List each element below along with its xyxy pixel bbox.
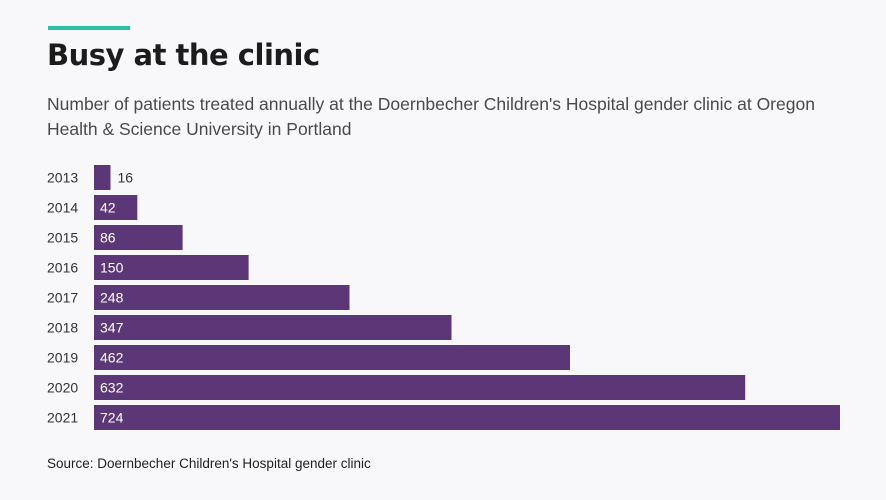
data-label: 347 bbox=[100, 320, 124, 336]
category-label: 2020 bbox=[47, 380, 78, 396]
data-label: 86 bbox=[100, 230, 116, 246]
bar-group: 2017 248 bbox=[47, 285, 350, 310]
category-label: 2014 bbox=[47, 200, 78, 216]
bar-group: 2018 347 bbox=[47, 315, 452, 340]
data-label: 632 bbox=[100, 380, 124, 396]
bar bbox=[94, 225, 183, 250]
category-label: 2013 bbox=[47, 170, 78, 186]
category-label: 2016 bbox=[47, 260, 78, 276]
bar-group: 2015 86 bbox=[47, 225, 183, 250]
bar bbox=[94, 405, 840, 430]
bar bbox=[94, 195, 138, 220]
data-label: 16 bbox=[117, 170, 133, 186]
bar bbox=[94, 285, 350, 310]
accent-rule bbox=[48, 26, 130, 30]
bar-group: 2013 16 bbox=[47, 165, 133, 190]
bar bbox=[94, 255, 249, 280]
source-note: Source: Doernbecher Children's Hospital … bbox=[47, 456, 371, 471]
category-label: 2018 bbox=[47, 320, 78, 336]
data-label: 248 bbox=[100, 290, 124, 306]
data-label: 42 bbox=[100, 200, 116, 216]
bar-group: 2019 462 bbox=[47, 345, 570, 370]
category-label: 2017 bbox=[47, 290, 78, 306]
bar-group: 2014 42 bbox=[47, 195, 138, 220]
chart-title: Busy at the clinic bbox=[47, 38, 320, 72]
bar bbox=[94, 345, 570, 370]
data-label: 724 bbox=[100, 410, 124, 426]
bar bbox=[94, 315, 452, 340]
category-label: 2019 bbox=[47, 350, 78, 366]
bar-group: 2021 724 bbox=[47, 405, 840, 430]
category-label: 2015 bbox=[47, 230, 78, 246]
category-label: 2021 bbox=[47, 410, 78, 426]
bar-group: 2016 150 bbox=[47, 255, 249, 280]
bar bbox=[94, 165, 111, 190]
bar-group: 2020 632 bbox=[47, 375, 746, 400]
chart-subtitle: Number of patients treated annually at t… bbox=[47, 94, 815, 139]
bar bbox=[94, 375, 746, 400]
data-label: 462 bbox=[100, 350, 124, 366]
data-label: 150 bbox=[100, 260, 124, 276]
